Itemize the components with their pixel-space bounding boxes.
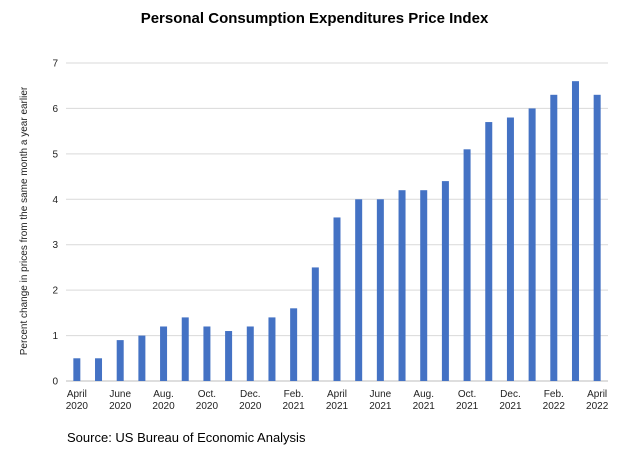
bar <box>73 358 81 381</box>
x-tick-label: June 2020 <box>109 389 132 412</box>
bar <box>225 331 233 381</box>
bar <box>160 326 168 381</box>
y-tick-label: 5 <box>52 149 58 160</box>
x-axis-ticks: April 2020 June 2020 Aug. 2020 Oct. 2020 Dec. 202… <box>66 389 609 412</box>
x-tick-label: Feb. 2021 <box>283 389 306 412</box>
x-tick-label: April 2022 <box>586 389 609 412</box>
x-tick-label: Dec. 2021 <box>499 389 522 412</box>
bar <box>571 81 579 382</box>
bar <box>485 122 493 382</box>
bar <box>528 108 536 381</box>
y-tick-label: 2 <box>52 286 58 297</box>
x-tick-label: April 2020 <box>66 389 89 412</box>
y-axis-label: Percent change in prices from the same m… <box>19 86 30 355</box>
y-tick-label: 7 <box>52 59 58 70</box>
y-tick-label: 0 <box>52 377 58 388</box>
bar <box>398 190 406 381</box>
x-tick-label: Oct. 2021 <box>456 389 479 412</box>
bar <box>290 308 298 381</box>
y-tick-label: 3 <box>52 240 58 251</box>
x-tick-label: April 2021 <box>326 389 349 412</box>
y-tick-label: 1 <box>52 331 58 342</box>
bar <box>246 326 254 381</box>
source-note: Source: US Bureau of Economic Analysis <box>67 430 306 445</box>
x-tick-label: Aug. 2020 <box>152 389 175 412</box>
bar <box>550 94 558 382</box>
bar <box>463 149 471 381</box>
bar <box>506 117 514 381</box>
bar <box>95 358 103 381</box>
bar <box>311 267 319 381</box>
x-tick-label: Aug. 2021 <box>413 389 436 412</box>
bar <box>420 190 428 381</box>
y-axis-ticks: 0 1 2 3 4 5 6 7 <box>52 59 58 388</box>
bar <box>203 326 211 381</box>
bar <box>441 181 449 381</box>
y-tick-label: 6 <box>52 104 58 115</box>
bar <box>333 217 341 381</box>
x-tick-label: Dec. 2020 <box>239 389 262 412</box>
bars <box>73 81 601 382</box>
bar <box>355 199 363 381</box>
y-tick-label: 4 <box>52 195 58 206</box>
x-tick-label: Feb. 2022 <box>543 389 566 412</box>
bar <box>376 199 384 381</box>
bar <box>268 317 276 381</box>
x-tick-label: Oct. 2020 <box>196 389 219 412</box>
bar <box>181 317 189 381</box>
bar <box>116 340 124 381</box>
x-tick-label: June 2021 <box>369 389 392 412</box>
bar <box>138 335 146 381</box>
bar <box>593 94 601 382</box>
chart-title: Personal Consumption Expenditures Price … <box>140 10 489 27</box>
